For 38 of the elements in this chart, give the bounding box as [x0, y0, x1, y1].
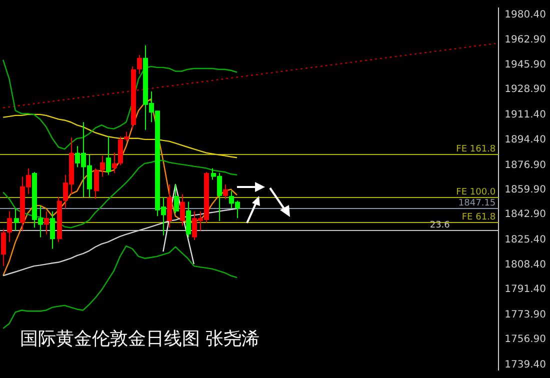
- y-tick-label: 1894.40: [504, 134, 546, 146]
- candlestick: [186, 201, 191, 238]
- candlestick: [1, 229, 6, 267]
- candlestick: [118, 136, 123, 166]
- y-tick-label: 1842.90: [504, 209, 546, 220]
- annotation: 23.6: [430, 220, 450, 230]
- candlestick: [44, 210, 49, 235]
- y-tick-label: 1980.40: [504, 9, 546, 20]
- y-tick-label: 1791.40: [504, 284, 546, 296]
- candlestick: [124, 131, 129, 142]
- ref-line-label: FE 61.8: [462, 212, 496, 222]
- y-tick-label: 1928.90: [504, 84, 546, 96]
- candlestick: [174, 184, 179, 214]
- ref-line-label: FE 100.0: [456, 187, 496, 198]
- candlestick: [137, 54, 142, 75]
- text: 国际黄金伦敦金日线图 张尧浠: [20, 328, 260, 350]
- candlestick: [223, 184, 228, 200]
- ref-line-label: FE 161.8: [456, 144, 496, 154]
- y-tick-label: 1859.90: [504, 184, 546, 196]
- candlestick: [94, 168, 99, 200]
- y-tick-label: 1876.90: [504, 160, 546, 171]
- y-tick-label: 1962.90: [504, 34, 546, 46]
- ref-line-label: 1847.15: [458, 198, 496, 208]
- y-tick-label: 1756.90: [504, 334, 546, 346]
- y-tick-label: 1773.90: [504, 309, 546, 320]
- y-tick-label: 1739.40: [504, 360, 546, 371]
- candlestick: [112, 152, 117, 174]
- candlestick: [167, 184, 172, 228]
- y-tick-label: 1808.40: [504, 259, 546, 270]
- y-tick-label: 1911.40: [504, 110, 546, 121]
- candlestick: [180, 194, 185, 226]
- candlestick: [7, 210, 12, 243]
- y-tick-label: 1825.40: [504, 234, 546, 246]
- candlestick: [50, 210, 55, 250]
- y-tick-label: 1945.90: [504, 59, 546, 70]
- candlestick: [100, 155, 105, 178]
- candlestick: [14, 208, 19, 232]
- candlestick: [106, 136, 111, 176]
